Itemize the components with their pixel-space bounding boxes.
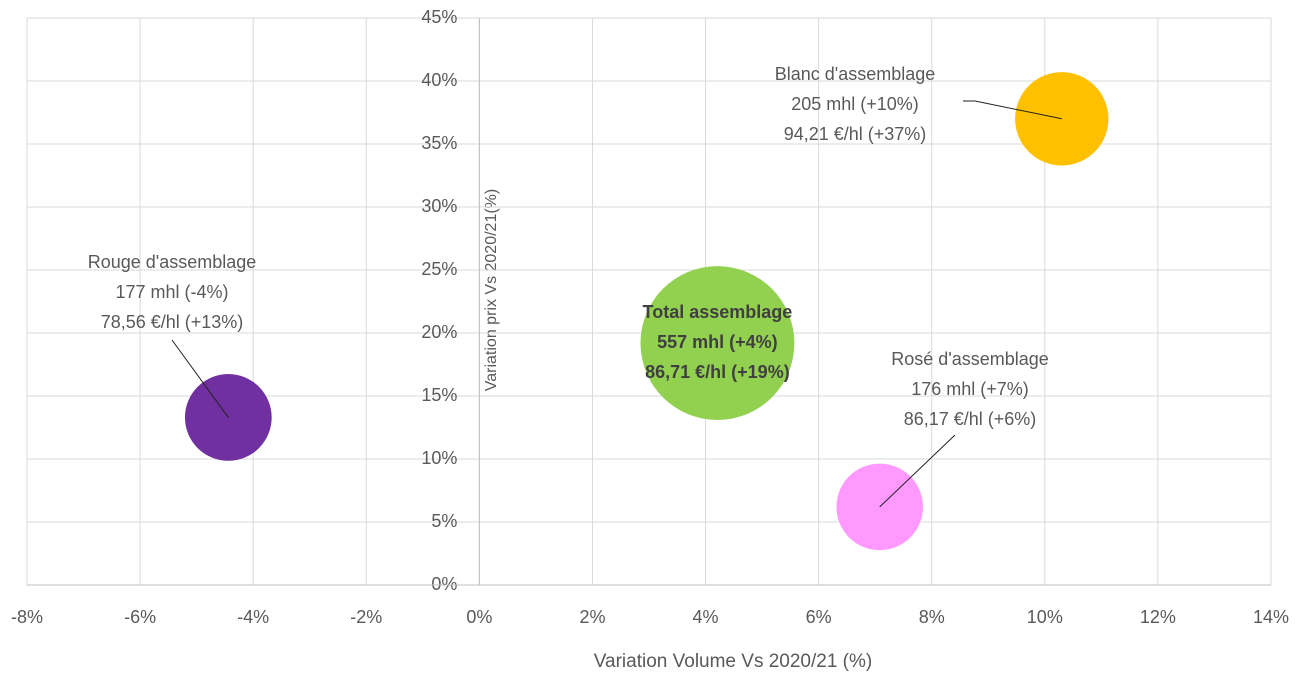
leader-line <box>963 100 1062 120</box>
x-tick-label: 4% <box>693 607 719 627</box>
x-tick-label: -4% <box>237 607 269 627</box>
y-axis-label: Variation prix Vs 2020/21(%) <box>483 189 500 391</box>
x-tick-label: 0% <box>466 607 492 627</box>
x-tick-label: -2% <box>350 607 382 627</box>
y-tick-label: 10% <box>421 448 457 468</box>
y-tick-label: 45% <box>421 7 457 27</box>
y-tick-label: 20% <box>421 322 457 342</box>
bubble-label: 557 mhl (+4%) <box>657 332 778 352</box>
y-tick-label: 5% <box>431 511 457 531</box>
leader-line <box>879 434 956 508</box>
y-tick-label: 35% <box>421 133 457 153</box>
bubble-label-name: Blanc d'assemblage <box>775 64 936 84</box>
x-tick-label: 6% <box>806 607 832 627</box>
y-tick-label: 40% <box>421 70 457 90</box>
bubble-label-name: Rouge d'assemblage <box>88 252 257 272</box>
bubble-label: 94,21 €/hl (+37%) <box>784 124 927 144</box>
y-tick-label: 15% <box>421 385 457 405</box>
x-tick-label: 14% <box>1253 607 1289 627</box>
bubble-label-name: Rosé d'assemblage <box>891 349 1049 369</box>
x-tick-label: 8% <box>919 607 945 627</box>
leader-line <box>171 339 229 418</box>
bubble-label: 86,71 €/hl (+19%) <box>645 362 790 382</box>
x-tick-label: 2% <box>579 607 605 627</box>
bubble-label: 205 mhl (+10%) <box>791 94 919 114</box>
bubble-label: 86,17 €/hl (+6%) <box>904 409 1037 429</box>
y-tick-label: 30% <box>421 196 457 216</box>
x-axis-label: Variation Volume Vs 2020/21 (%) <box>594 651 872 672</box>
x-tick-label: -8% <box>11 607 43 627</box>
y-tick-label: 25% <box>421 259 457 279</box>
bubble-label: 176 mhl (+7%) <box>911 379 1029 399</box>
y-tick-label: 0% <box>431 574 457 594</box>
bubble <box>640 266 795 421</box>
bubble-label: 78,56 €/hl (+13%) <box>101 312 244 332</box>
bubble-label: 177 mhl (-4%) <box>115 282 228 302</box>
x-tick-label: 12% <box>1140 607 1176 627</box>
bubble-label-name: Total assemblage <box>643 302 793 322</box>
x-tick-label: -6% <box>124 607 156 627</box>
x-tick-label: 10% <box>1027 607 1063 627</box>
